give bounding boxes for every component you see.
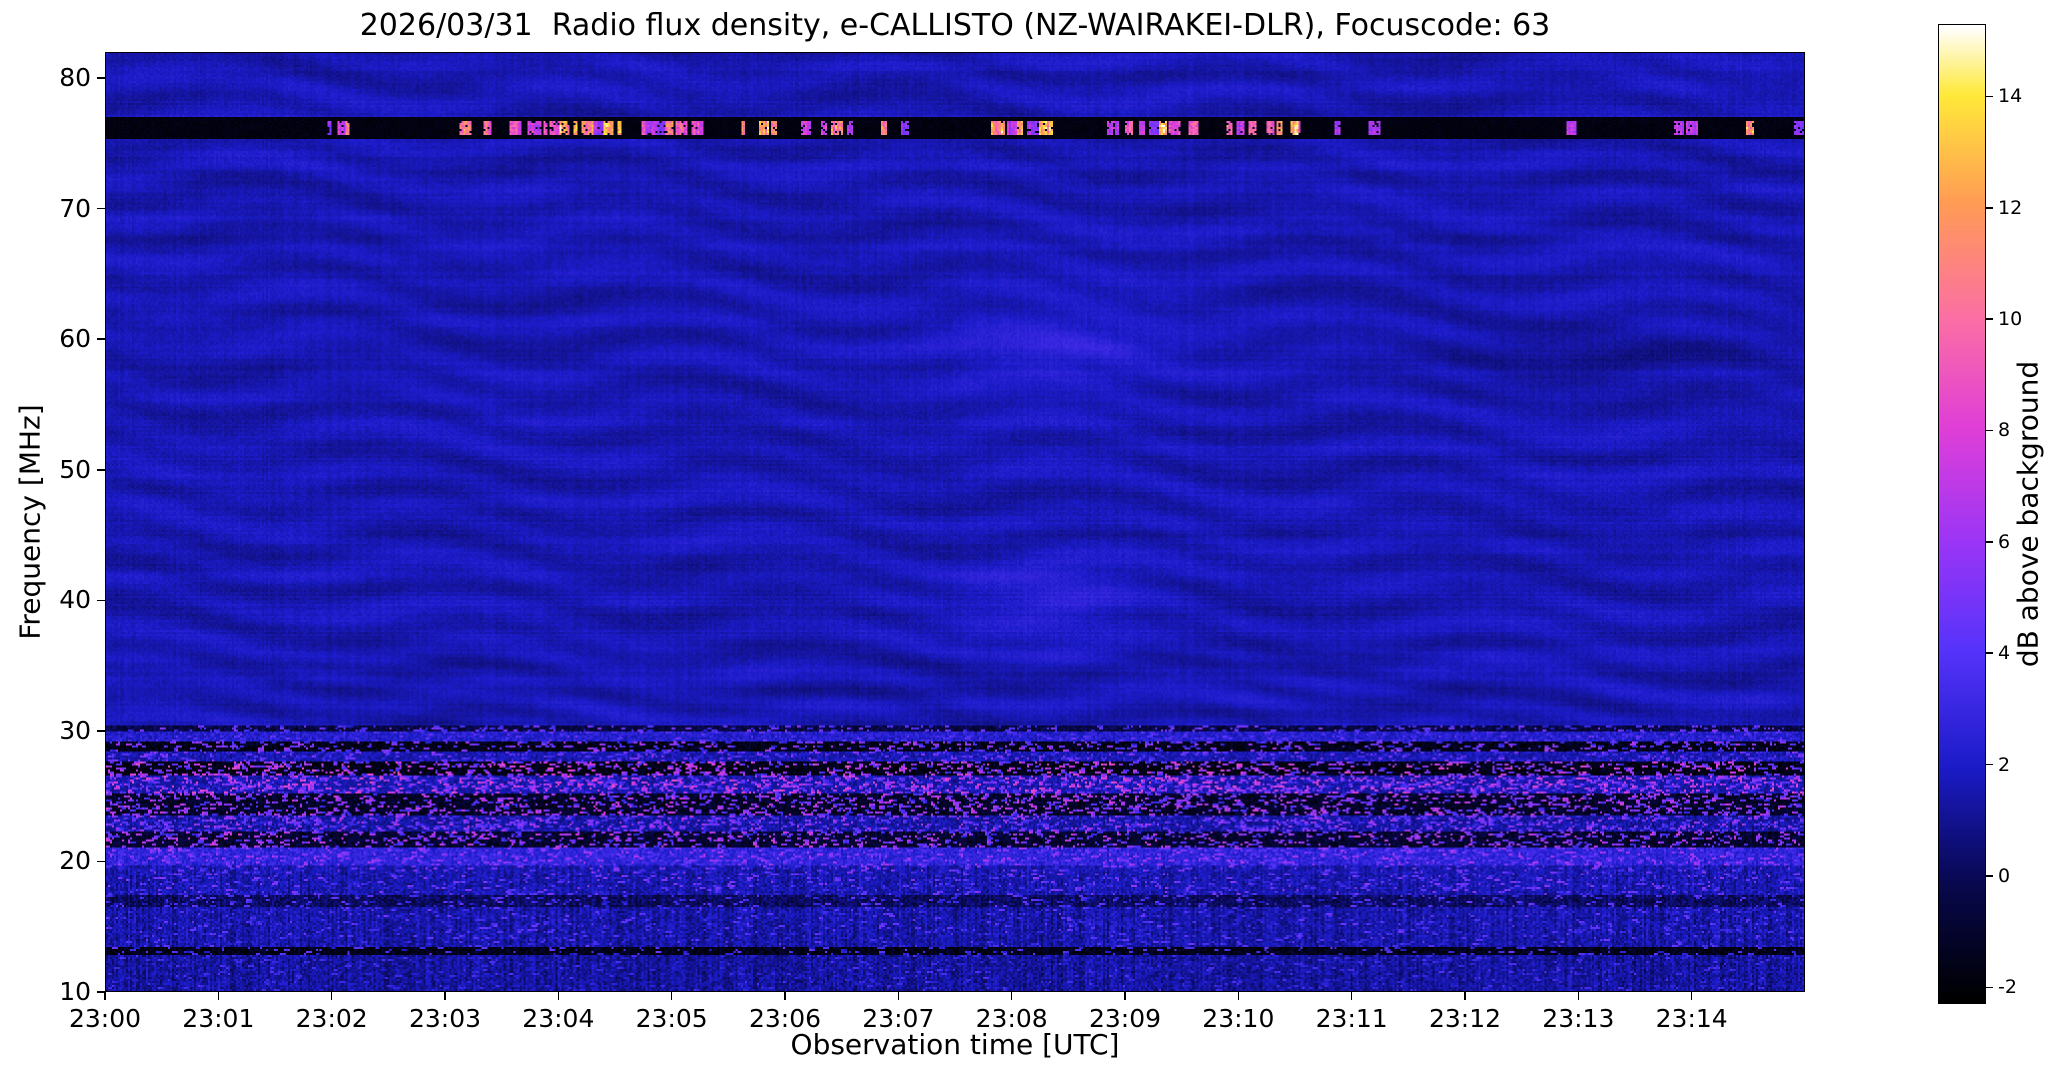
- x-tick-mark: [1464, 992, 1466, 1000]
- x-tick-label: 23:10: [1202, 1004, 1275, 1033]
- x-tick-label: 23:14: [1655, 1004, 1728, 1033]
- y-tick-mark: [97, 599, 105, 602]
- y-tick-label: 30: [59, 715, 91, 745]
- colorbar-tick-mark: [1986, 95, 1993, 98]
- colorbar-tick-mark: [1986, 652, 1993, 654]
- x-tick-mark: [1124, 992, 1126, 1000]
- x-tick-label: 23:05: [635, 1004, 708, 1033]
- colorbar-tick-mark: [1986, 986, 1993, 989]
- colorbar-tick-mark: [1986, 875, 1993, 877]
- colorbar-tick-label: 6: [1998, 530, 2011, 553]
- x-axis-label: Observation time [UTC]: [790, 1028, 1120, 1061]
- x-tick-label: 23:06: [748, 1004, 822, 1033]
- x-tick-mark: [1577, 992, 1580, 1000]
- x-tick-mark: [217, 992, 220, 1000]
- x-tick-mark: [1690, 992, 1693, 1000]
- y-tick-label: 20: [59, 846, 91, 876]
- x-tick-mark: [897, 992, 900, 1000]
- x-tick-label: 23:02: [295, 1004, 368, 1033]
- colorbar-label: dB above background: [2011, 360, 2045, 668]
- colorbar-tick-label: 12: [1998, 196, 2023, 219]
- colorbar-tick-label: 14: [1998, 85, 2023, 108]
- y-tick-label: 40: [59, 585, 91, 615]
- x-tick-mark: [784, 992, 786, 1000]
- colorbar-tick-label: 8: [1998, 419, 2011, 442]
- x-tick-mark: [104, 992, 106, 1000]
- colorbar-tick-mark: [1986, 541, 1993, 543]
- x-tick-label: 23:00: [68, 1004, 142, 1033]
- x-tick-mark: [1350, 992, 1353, 1000]
- colorbar: [1938, 24, 1986, 1004]
- y-tick-label: 70: [59, 193, 91, 223]
- spectrogram-canvas: [106, 53, 1804, 991]
- x-tick-label: 23:07: [862, 1004, 935, 1033]
- colorbar-gradient-canvas: [1939, 25, 1985, 1003]
- y-tick-label: 60: [59, 324, 91, 354]
- x-tick-label: 23:08: [975, 1004, 1048, 1033]
- x-tick-label: 23:12: [1428, 1004, 1502, 1033]
- colorbar-tick-mark: [1986, 763, 1993, 766]
- y-tick-mark: [97, 991, 105, 993]
- colorbar-tick-label: -2: [1998, 976, 2017, 999]
- x-tick-mark: [1010, 992, 1013, 1000]
- x-tick-mark: [444, 992, 446, 1000]
- plot-area: [105, 52, 1805, 992]
- x-tick-label: 23:03: [408, 1004, 482, 1033]
- colorbar-tick-label: 10: [1998, 308, 2023, 331]
- chart-title: 2026/03/31 Radio flux density, e-CALLIST…: [359, 8, 1551, 43]
- x-tick-label: 23:01: [182, 1004, 255, 1033]
- y-tick-mark: [97, 860, 105, 863]
- y-tick-mark: [97, 338, 105, 340]
- colorbar-tick-mark: [1986, 207, 1993, 209]
- x-tick-mark: [557, 992, 560, 1000]
- y-tick-label: 80: [59, 63, 91, 93]
- y-tick-mark: [97, 730, 105, 732]
- x-tick-mark: [1237, 992, 1240, 1000]
- colorbar-tick-label: 4: [1998, 642, 2011, 665]
- x-tick-label: 23:11: [1315, 1004, 1388, 1033]
- y-tick-label: 50: [59, 454, 91, 484]
- x-tick-label: 23:04: [522, 1004, 595, 1033]
- colorbar-tick-mark: [1986, 429, 1993, 432]
- colorbar-tick-label: 2: [1998, 753, 2011, 776]
- colorbar-tick-mark: [1986, 318, 1993, 320]
- x-tick-label: 23:09: [1088, 1004, 1162, 1033]
- y-tick-mark: [97, 77, 105, 79]
- y-tick-label: 10: [59, 977, 91, 1006]
- x-tick-mark: [670, 992, 673, 1000]
- y-tick-mark: [97, 207, 105, 210]
- x-tick-label: 23:13: [1542, 1004, 1615, 1033]
- y-tick-mark: [97, 469, 105, 471]
- x-tick-mark: [330, 992, 333, 1000]
- colorbar-tick-label: 0: [1998, 864, 2011, 887]
